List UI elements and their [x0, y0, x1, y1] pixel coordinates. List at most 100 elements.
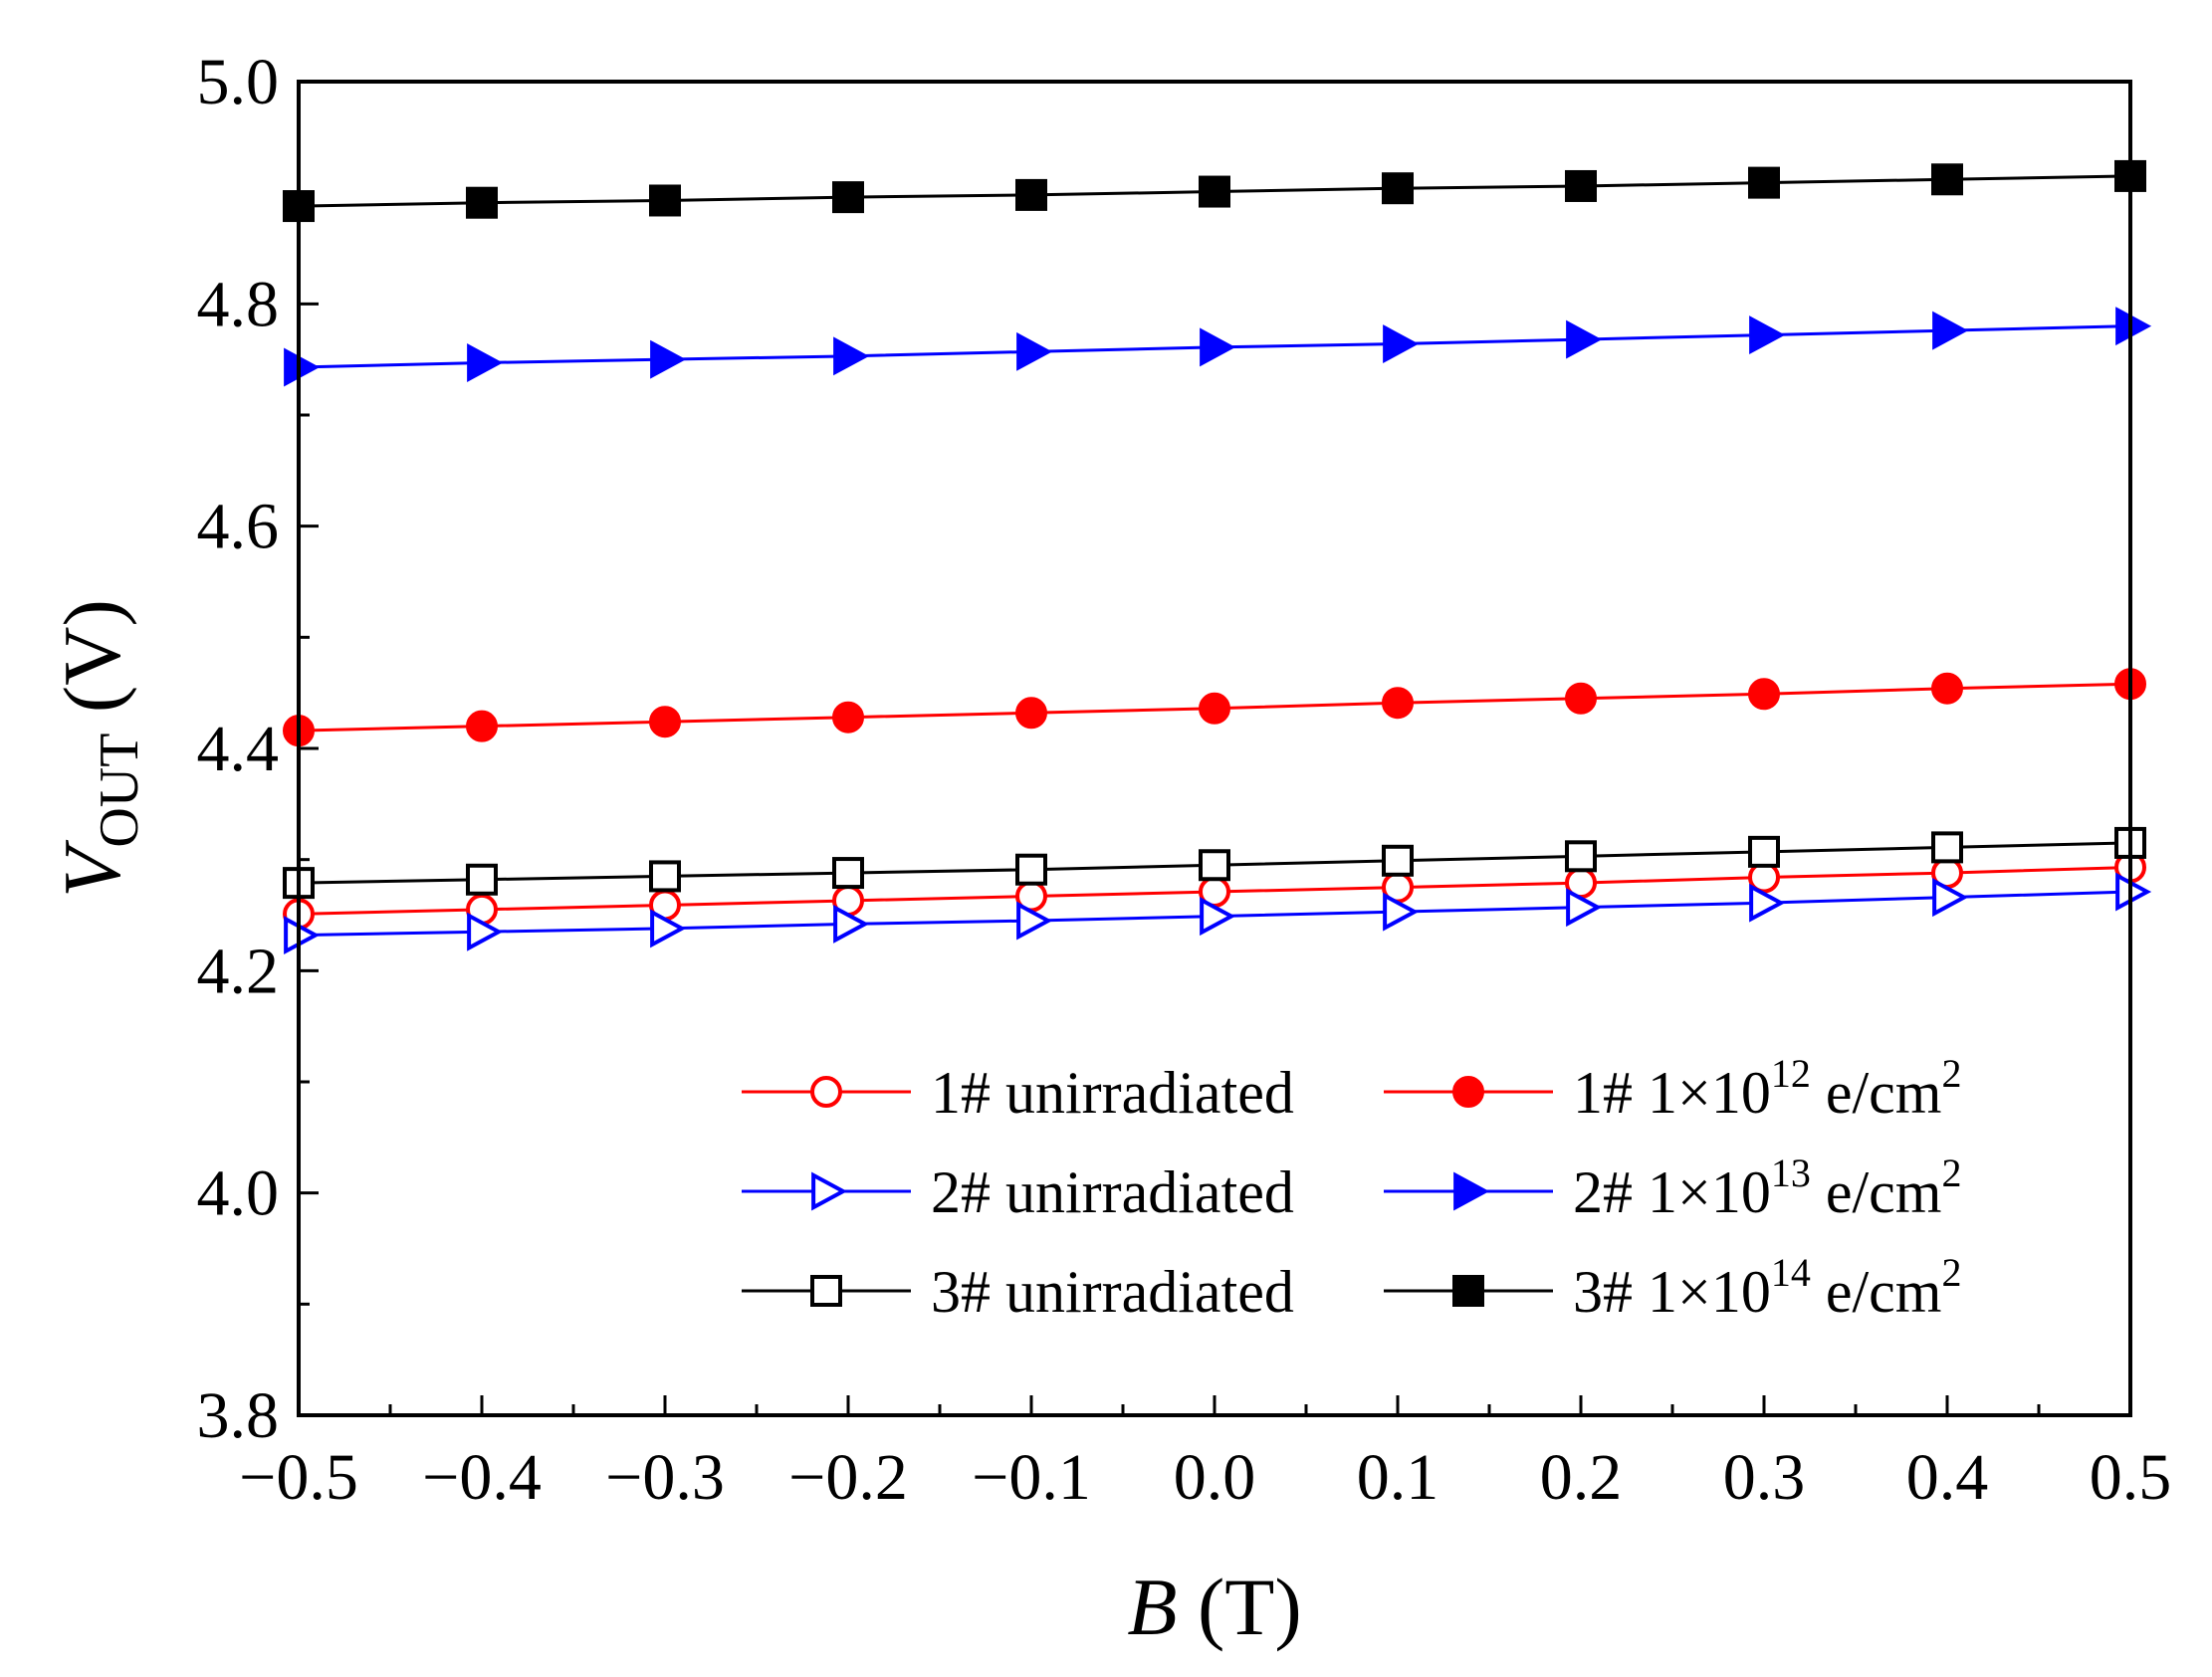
data-point	[466, 863, 498, 896]
data-point	[466, 186, 498, 219]
data-point	[1565, 840, 1597, 873]
legend-label: 2# 1×1013 e/cm2	[1573, 1151, 1961, 1225]
x-tick-label: −0.4	[422, 1441, 542, 1514]
data-point	[1015, 853, 1047, 886]
series-2-1-10	[284, 307, 2152, 387]
x-tick-label: 0.0	[1174, 1441, 1256, 1514]
data-series	[283, 159, 2152, 955]
data-point	[1016, 901, 1053, 941]
data-point	[1565, 682, 1597, 715]
data-point	[1931, 163, 1963, 196]
series-2-unirradiated	[284, 872, 2152, 955]
data-point	[650, 909, 687, 948]
data-point	[811, 1171, 848, 1211]
y-axis-subscript: OUT	[89, 734, 150, 848]
data-point	[1382, 172, 1414, 205]
data-point	[1383, 324, 1420, 363]
legend-label: 1# unirradiated	[931, 1060, 1294, 1126]
legend-entry: 2# unirradiated	[742, 1159, 1294, 1225]
data-point	[1452, 1076, 1484, 1108]
x-axis-variable: B	[1127, 1562, 1177, 1652]
data-point	[1199, 692, 1230, 725]
data-point	[650, 339, 687, 379]
legend-label: 3# unirradiated	[931, 1259, 1294, 1325]
data-point	[1382, 687, 1414, 720]
data-point	[1931, 672, 1963, 705]
data-point	[1452, 1275, 1484, 1307]
x-tick-label: −0.1	[972, 1441, 1091, 1514]
y-tick-labels: 3.8 4.0 4.2 4.4 4.6 4.8 5.0	[197, 46, 280, 1452]
legend-label: 2# unirradiated	[931, 1159, 1294, 1225]
data-point	[1199, 849, 1230, 882]
x-tick-labels: −0.5 −0.4 −0.3 −0.2 −0.1 0.0 0.1 0.2 0.3 0.4 0.5	[239, 1441, 2171, 1514]
x-tick-label: 0.3	[1723, 1441, 1806, 1514]
legend: 1# unirradiated 1# 1×1012 e/cm2 2# unirrad…	[742, 1051, 1961, 1325]
data-point	[1565, 169, 1597, 202]
plot-frame	[297, 80, 2132, 1417]
legend-entry: 3# 1×1014 e/cm2	[1384, 1250, 1961, 1325]
y-tick-label: 5.0	[197, 46, 280, 118]
data-point	[1015, 178, 1047, 211]
data-point	[832, 181, 864, 214]
data-point	[649, 706, 681, 738]
data-point	[1749, 883, 1786, 923]
legend-entry: 2# 1×1013 e/cm2	[1384, 1151, 1961, 1225]
y-axis-unit: (V)	[47, 599, 137, 733]
data-point	[810, 1076, 842, 1108]
data-point	[1200, 897, 1236, 937]
y-tick-label: 4.2	[197, 935, 280, 1007]
data-point	[284, 916, 321, 955]
x-tick-label: −0.3	[605, 1441, 725, 1514]
x-tick-label: 0.2	[1540, 1441, 1623, 1514]
x-tick-label: 0.4	[1906, 1441, 1989, 1514]
legend-label: 1# 1×1012 e/cm2	[1573, 1051, 1961, 1126]
x-tick-label: 0.1	[1357, 1441, 1439, 1514]
data-point	[1749, 315, 1786, 355]
data-point	[1566, 888, 1603, 928]
y-tick-label: 4.6	[197, 491, 280, 563]
data-point	[1932, 878, 1969, 918]
data-point	[832, 857, 864, 890]
data-point	[1931, 831, 1963, 864]
data-point	[1748, 678, 1780, 711]
data-point	[833, 904, 870, 943]
legend-entry: 3# unirradiated	[742, 1259, 1294, 1325]
data-point	[284, 347, 321, 387]
x-tick-label: −0.5	[239, 1441, 358, 1514]
x-axis-label: B (T)	[1127, 1562, 1301, 1652]
x-tick-label: 0.5	[2090, 1441, 2172, 1514]
data-point	[1016, 331, 1053, 371]
series-1-1-10	[283, 668, 2146, 747]
series-3-1-10	[283, 159, 2146, 223]
data-point	[467, 343, 504, 382]
series-3-unirradiated	[283, 826, 2146, 900]
data-point	[2115, 872, 2152, 912]
data-point	[466, 710, 498, 742]
y-tick-label: 4.4	[197, 713, 280, 785]
data-point	[1748, 166, 1780, 199]
data-point	[833, 336, 870, 376]
data-point	[1566, 319, 1603, 359]
y-tick-label: 3.8	[197, 1379, 280, 1452]
y-axis-label: VOUT (V)	[47, 599, 150, 898]
data-point	[1748, 835, 1780, 868]
y-tick-label: 4.0	[197, 1157, 280, 1230]
legend-entry: 1# unirradiated	[742, 1060, 1294, 1126]
data-point	[649, 184, 681, 217]
x-axis-unit: (T)	[1177, 1562, 1301, 1652]
data-point	[1199, 175, 1230, 208]
y-tick-label: 4.8	[197, 268, 280, 340]
data-point	[810, 1275, 842, 1307]
data-point	[1382, 844, 1414, 877]
data-point	[1200, 327, 1236, 367]
data-point	[1453, 1171, 1490, 1211]
legend-label: 3# 1×1014 e/cm2	[1573, 1250, 1961, 1325]
data-point	[1932, 311, 1969, 350]
data-point	[1015, 697, 1047, 730]
y-axis-variable: V	[47, 840, 137, 898]
data-point	[467, 912, 504, 951]
data-point	[1383, 892, 1420, 932]
legend-entry: 1# 1×1012 e/cm2	[1384, 1051, 1961, 1126]
